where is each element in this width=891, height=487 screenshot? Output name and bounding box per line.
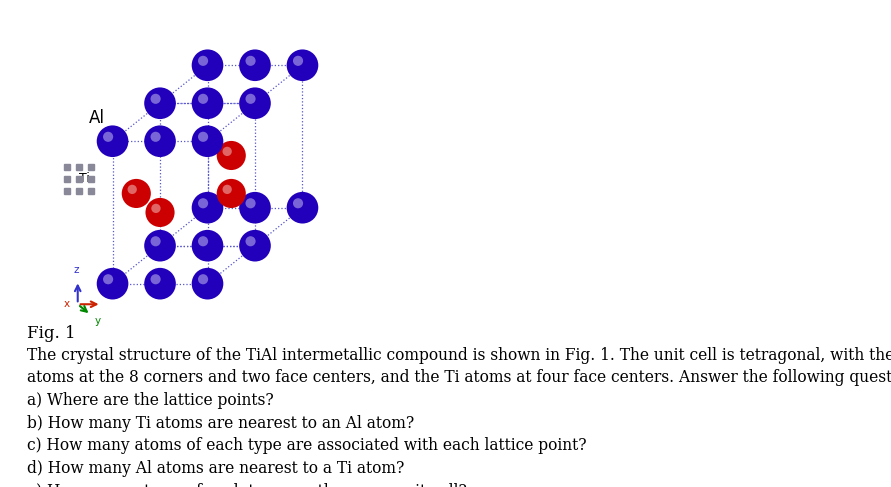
Circle shape [246,56,256,66]
Circle shape [239,230,271,262]
Circle shape [122,179,151,208]
Circle shape [239,88,271,119]
Circle shape [192,192,224,224]
Text: y: y [95,316,102,326]
Circle shape [151,94,160,104]
Circle shape [97,126,128,157]
Circle shape [144,88,176,119]
Text: d) How many Al atoms are nearest to a Ti atom?: d) How many Al atoms are nearest to a Ti… [27,460,405,477]
Text: e) How many atoms of each type are there per unit cell?: e) How many atoms of each type are there… [27,483,467,487]
Circle shape [239,50,271,81]
Text: The crystal structure of the TiAl intermetallic compound is shown in Fig. 1. The: The crystal structure of the TiAl interm… [27,347,891,364]
Circle shape [198,236,208,246]
Circle shape [223,185,232,194]
Circle shape [192,50,224,81]
Circle shape [151,236,160,246]
Circle shape [223,147,232,156]
Circle shape [103,132,113,142]
Circle shape [151,204,160,213]
Circle shape [198,198,208,208]
Circle shape [198,94,208,104]
Circle shape [287,192,318,224]
Text: b) How many Ti atoms are nearest to an Al atom?: b) How many Ti atoms are nearest to an A… [27,415,414,431]
Text: Al: Al [88,109,104,127]
Text: a) Where are the lattice points?: a) Where are the lattice points? [27,392,274,409]
Circle shape [293,56,303,66]
Text: x: x [63,299,69,309]
Circle shape [293,198,303,208]
Circle shape [145,198,175,227]
Text: Ti: Ti [78,172,90,185]
Text: c) How many atoms of each type are associated with each lattice point?: c) How many atoms of each type are assoc… [27,437,586,454]
Circle shape [287,50,318,81]
Circle shape [127,185,137,194]
Text: atoms at the 8 corners and two face centers, and the Ti atoms at four face cente: atoms at the 8 corners and two face cent… [27,369,891,386]
Circle shape [144,268,176,300]
Circle shape [198,56,208,66]
Text: Fig. 1: Fig. 1 [27,325,76,342]
Circle shape [217,179,246,208]
Circle shape [239,192,271,224]
Circle shape [192,88,224,119]
Circle shape [246,236,256,246]
Circle shape [151,132,160,142]
Circle shape [198,274,208,284]
Circle shape [246,198,256,208]
Circle shape [103,274,113,284]
Circle shape [198,132,208,142]
Circle shape [246,94,256,104]
Circle shape [151,274,160,284]
Circle shape [144,126,176,157]
Circle shape [97,268,128,300]
Circle shape [192,230,224,262]
Circle shape [192,126,224,157]
Circle shape [192,268,224,300]
Circle shape [217,141,246,170]
Text: z: z [73,265,79,275]
Circle shape [144,230,176,262]
